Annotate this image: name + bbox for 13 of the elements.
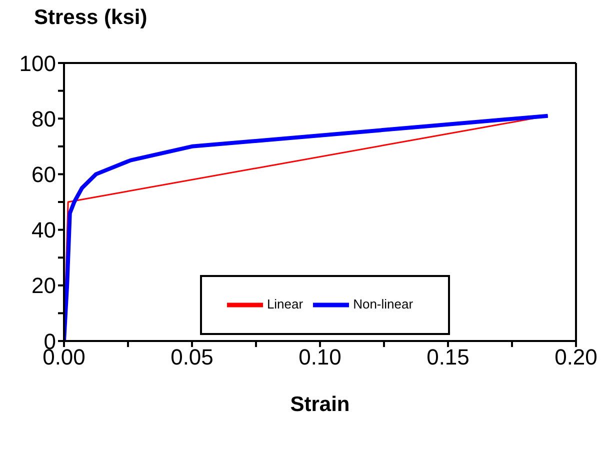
y-tick-label: 80	[32, 106, 56, 132]
legend-label: Non-linear	[353, 296, 414, 312]
x-tick-label: 0.20	[554, 344, 598, 370]
x-tick-label: 0.05	[170, 344, 214, 370]
x-tick-label: 0.10	[298, 344, 342, 370]
y-tick-label: 100	[19, 50, 56, 76]
legend-label: Linear	[266, 296, 304, 312]
y-axis-title: Stress (ksi)	[34, 6, 148, 30]
y-tick-label: 60	[32, 162, 56, 188]
x-tick-label: 0.15	[426, 344, 470, 370]
y-tick-label: 20	[32, 273, 56, 298]
x-axis-title: Strain	[290, 393, 350, 416]
y-tick-label: 40	[32, 218, 56, 243]
